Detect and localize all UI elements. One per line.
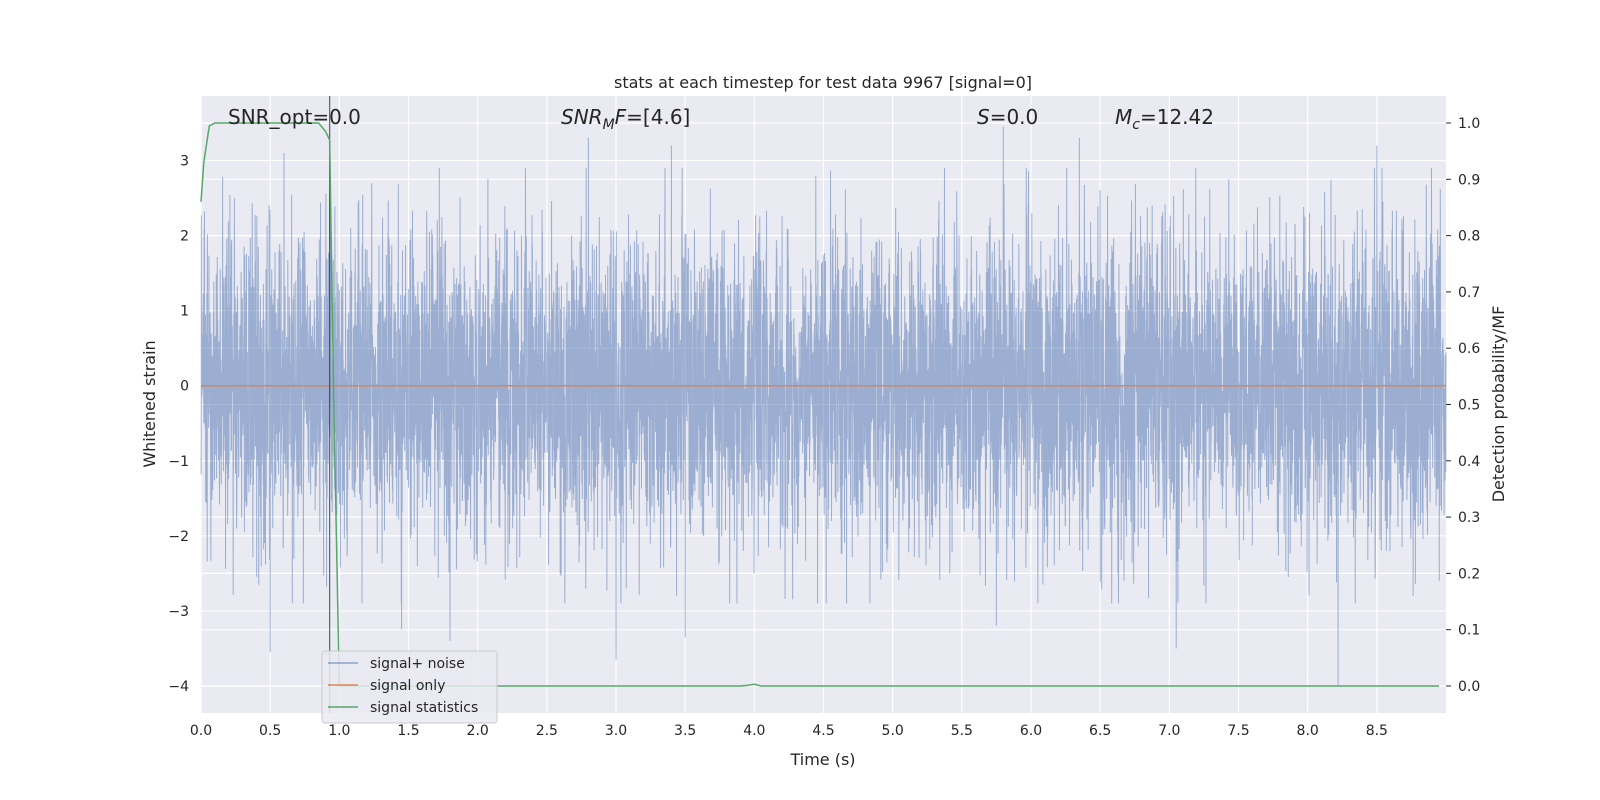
- annotation-mc-sub: c: [1132, 117, 1140, 133]
- y-right-tick-label: 0.3: [1458, 510, 1480, 526]
- legend-label-signal-noise: signal+ noise: [370, 656, 465, 672]
- annotation-s-value: =0.0: [990, 105, 1039, 129]
- y-right-axis-label: Detection probability/MF: [1489, 306, 1508, 503]
- annotation-mc: Mc=12.42: [1115, 105, 1214, 133]
- y-left-axis-label: Whitened strain: [140, 340, 159, 467]
- x-tick-label: 0.5: [259, 723, 281, 739]
- annotation-s-label: S: [977, 105, 990, 129]
- x-axis-label: Time (s): [789, 750, 855, 769]
- x-axis-ticks: 0.0 0.5 1.0 1.5 2.0 2.5 3.0 3.5 4.0 4.5 5.0 5.5 6.0 6…: [190, 723, 1388, 739]
- y-right-tick-label: 0.0: [1458, 679, 1480, 695]
- x-tick-label: 2.0: [467, 723, 489, 739]
- x-tick-label: 8.5: [1366, 723, 1388, 739]
- annotation-snr-mf-sub: M: [603, 117, 615, 133]
- x-tick-label: 1.5: [397, 723, 419, 739]
- annotation-snr-opt: SNR_opt=0.0: [228, 105, 361, 129]
- y-left-tick-label: 2: [180, 229, 189, 245]
- y-right-tick-label: 0.7: [1458, 285, 1480, 301]
- annotation-snr-opt-label: SNR_opt: [228, 105, 312, 129]
- y-left-tick-label: −3: [168, 604, 189, 620]
- line-signal-noise: [200, 126, 1447, 686]
- annotation-snr-mf-label-after: F: [615, 105, 627, 129]
- x-tick-label: 7.0: [1158, 723, 1180, 739]
- annotation-snr-mf-label: SNR: [561, 105, 603, 129]
- annotation-mc-label: M: [1115, 105, 1132, 129]
- y-right-tick-label: 0.6: [1458, 341, 1480, 357]
- legend-box: [321, 650, 498, 724]
- annotation-snr-mf: SNRMF=[4.6]: [561, 105, 690, 133]
- y-right-tick-label: 0.4: [1458, 454, 1480, 470]
- y-left-tick-label: −1: [168, 454, 189, 470]
- x-tick-label: 0.0: [190, 723, 212, 739]
- y-left-tick-label: 1: [180, 304, 189, 320]
- y-right-tick-label: 0.8: [1458, 229, 1480, 245]
- x-tick-label: 1.0: [328, 723, 350, 739]
- y-left-tick-label: −4: [168, 679, 189, 695]
- legend: signal+ noise signal only signal statist…: [321, 650, 498, 724]
- annotation-s: S=0.0: [977, 105, 1038, 129]
- y-right-axis-ticks: 1.0 0.9 0.8 0.7 0.6 0.5 0.4 0.3 0.2 0.1 0.0: [1446, 116, 1480, 695]
- y-right-tick-label: 0.1: [1458, 623, 1480, 639]
- x-tick-label: 4.5: [812, 723, 834, 739]
- legend-label-signal-only: signal only: [370, 678, 445, 694]
- y-right-tick-label: 0.5: [1458, 398, 1480, 414]
- x-tick-label: 4.0: [743, 723, 765, 739]
- annotation-mc-value: =12.42: [1140, 105, 1214, 129]
- x-tick-label: 7.5: [1227, 723, 1249, 739]
- x-tick-label: 2.5: [536, 723, 558, 739]
- y-right-tick-label: 1.0: [1458, 116, 1480, 132]
- y-left-tick-label: 3: [180, 154, 189, 170]
- x-tick-label: 6.5: [1089, 723, 1111, 739]
- y-left-tick-label: −2: [168, 529, 189, 545]
- legend-label-signal-statistics: signal statistics: [370, 700, 478, 716]
- y-left-axis-ticks: 3 2 1 0 −1 −2 −3 −4: [168, 154, 189, 695]
- x-tick-label: 8.0: [1297, 723, 1319, 739]
- x-tick-label: 5.0: [882, 723, 904, 739]
- y-left-tick-label: 0: [180, 379, 189, 395]
- chart-title: stats at each timestep for test data 996…: [614, 73, 1032, 92]
- x-tick-label: 3.0: [605, 723, 627, 739]
- x-tick-label: 6.0: [1020, 723, 1042, 739]
- series-signal-noise: [200, 126, 1447, 686]
- annotation-snr-mf-value: =[4.6]: [626, 105, 690, 129]
- x-tick-label: 3.5: [674, 723, 696, 739]
- y-right-tick-label: 0.9: [1458, 172, 1480, 188]
- annotation-snr-opt-value: =0.0: [312, 105, 361, 129]
- y-right-tick-label: 0.2: [1458, 566, 1480, 582]
- x-tick-label: 5.5: [951, 723, 973, 739]
